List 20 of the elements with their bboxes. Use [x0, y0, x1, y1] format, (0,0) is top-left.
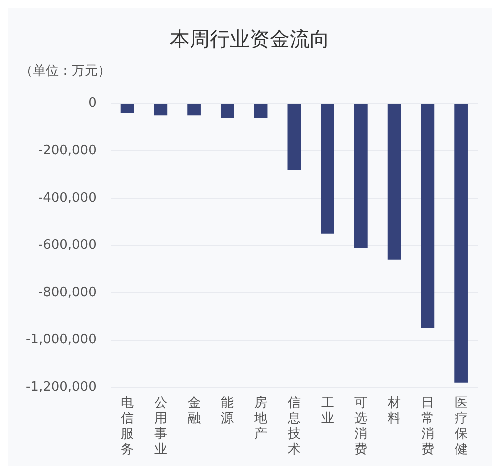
x-tick-label: 房地产 [254, 394, 268, 442]
x-tick-label: 医疗保健 [454, 396, 468, 458]
chart-title: 本周行业资金流向 [169, 26, 331, 53]
x-tick-label: 工业 [321, 396, 334, 426]
y-tick-label: -800,000 [38, 285, 97, 300]
x-tick-label: 公用事业 [154, 396, 168, 458]
y-tick-label: -600,000 [38, 238, 97, 254]
x-tick-label: 电信服务 [121, 396, 134, 458]
y-tick-label: -400,000 [38, 190, 97, 206]
x-tick-label: 金融 [188, 396, 201, 426]
x-tick-label: 信息技术 [286, 396, 301, 458]
y-tick-label: -200,000 [38, 143, 97, 158]
x-tick-label: 可选消费 [354, 396, 368, 458]
x-tick-label: 日常消费 [421, 396, 434, 458]
y-tick-label: 0 [88, 96, 97, 112]
x-tick-label: 能源 [221, 396, 234, 426]
y-tick-label: -1,200,000 [26, 380, 97, 395]
y-tick-label: -1,000,000 [26, 332, 97, 348]
x-tick-label: 材料 [387, 396, 402, 426]
y-axis-title: （单位：万元） [19, 63, 112, 81]
